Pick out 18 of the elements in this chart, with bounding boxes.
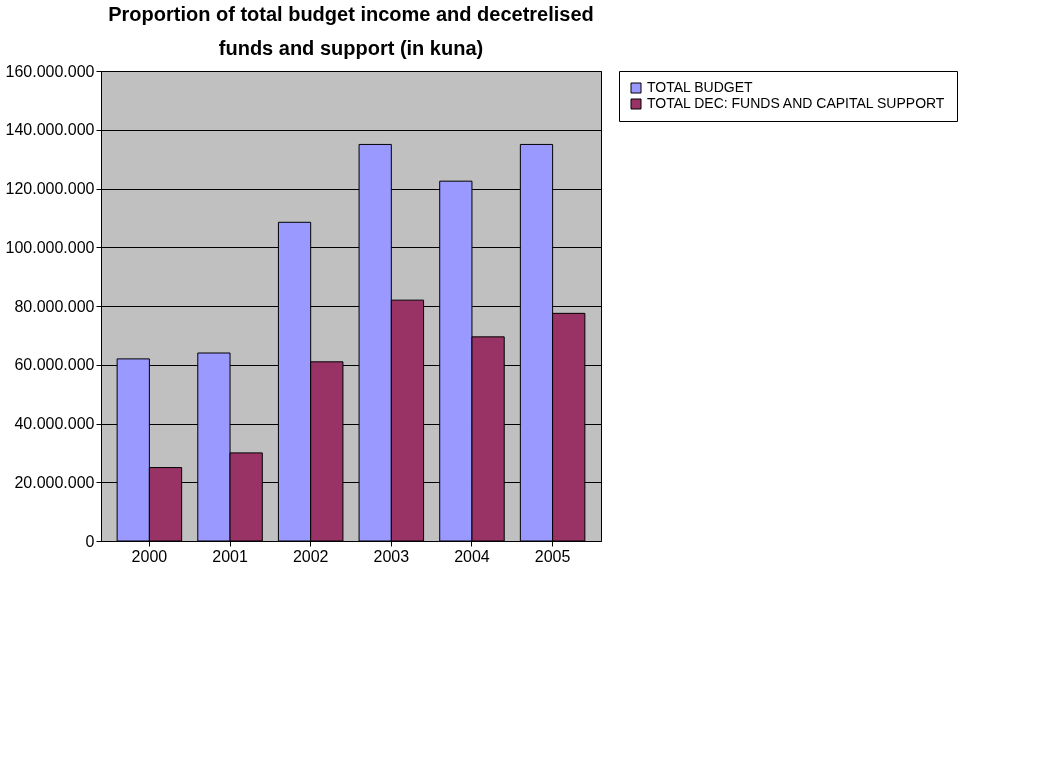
x-tick-label: 2005 <box>534 547 571 565</box>
legend-label: TOTAL DEC: FUNDS AND CAPITAL SUPPORT <box>647 95 945 111</box>
y-tick-label: 100.000.000 <box>5 238 95 256</box>
x-tick-label: 2003 <box>373 547 410 565</box>
x-tick-label: 2001 <box>212 547 248 565</box>
y-tick-label: 120.000.000 <box>5 180 95 197</box>
y-tick-label: 60.000.000 <box>14 356 95 374</box>
y-tick-label: 160.000.000 <box>5 62 95 80</box>
y-tick-label: 140.000.000 <box>5 121 95 139</box>
legend-label: TOTAL BUDGET <box>647 79 753 95</box>
x-tick-label: 2004 <box>454 547 490 565</box>
x-tick-label: 2002 <box>292 547 329 565</box>
chart-title: Proportion of total budget income and decetrelised funds and support (in kuna) <box>108 3 594 59</box>
y-tick-label: 20.000.000 <box>14 473 95 491</box>
y-tick-label: 40.000.000 <box>14 415 95 432</box>
y-tick-label: 80.000.000 <box>14 297 95 315</box>
x-tick-label: 2000 <box>131 547 168 565</box>
y-tick-label: 0 <box>85 532 95 550</box>
